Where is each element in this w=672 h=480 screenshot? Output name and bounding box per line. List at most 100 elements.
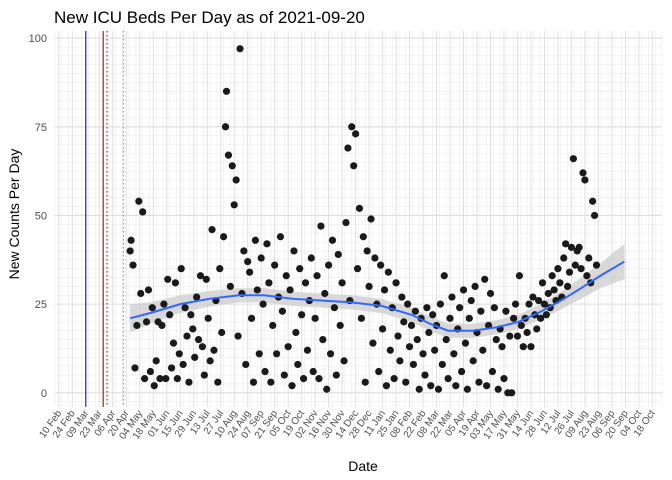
data-point <box>221 123 230 131</box>
data-point <box>251 236 260 244</box>
data-point <box>313 272 321 280</box>
data-point <box>407 321 416 330</box>
data-point <box>402 378 410 386</box>
data-point <box>405 343 414 351</box>
data-point <box>550 286 558 294</box>
data-point <box>278 307 286 315</box>
data-point <box>234 332 242 340</box>
data-point <box>276 233 285 241</box>
data-point <box>459 286 468 294</box>
data-point <box>137 289 145 298</box>
data-point <box>344 144 352 152</box>
data-point <box>581 176 589 184</box>
data-point <box>423 304 431 312</box>
data-point <box>357 314 365 322</box>
data-point <box>419 350 427 358</box>
data-point <box>317 222 325 230</box>
data-point <box>577 265 585 273</box>
data-point <box>440 272 448 280</box>
data-point <box>179 360 187 369</box>
data-point <box>169 339 178 347</box>
data-point <box>232 176 240 184</box>
data-point <box>175 350 183 358</box>
data-point <box>242 360 250 369</box>
data-point <box>488 367 497 376</box>
data-point <box>517 321 525 330</box>
data-point <box>214 378 222 386</box>
trend-band-group <box>130 243 625 338</box>
y-tick-label: 0 <box>41 388 47 400</box>
data-point <box>560 254 568 262</box>
data-point <box>359 233 367 241</box>
data-point <box>315 375 323 383</box>
data-point <box>133 321 141 330</box>
data-point <box>527 343 535 351</box>
data-point <box>413 336 421 344</box>
data-point <box>191 353 199 361</box>
data-point <box>311 314 319 322</box>
data-point <box>377 261 385 269</box>
data-point <box>463 385 471 393</box>
data-point <box>575 243 583 251</box>
data-point <box>126 247 134 255</box>
data-point <box>286 286 294 294</box>
data-point <box>513 332 522 340</box>
data-point <box>332 371 340 379</box>
data-point <box>226 282 234 290</box>
data-point <box>269 321 277 330</box>
data-point <box>204 314 212 322</box>
data-point <box>444 375 452 383</box>
data-point <box>164 275 172 283</box>
data-point <box>378 325 387 333</box>
data-point <box>436 300 444 308</box>
data-point <box>202 275 210 283</box>
data-point <box>544 289 552 298</box>
data-point <box>394 332 402 340</box>
data-point <box>431 346 439 354</box>
data-point <box>263 240 271 248</box>
data-point <box>282 272 290 280</box>
data-point <box>348 123 356 131</box>
data-point <box>404 300 412 308</box>
data-point <box>392 279 400 287</box>
data-point <box>562 240 570 248</box>
data-point <box>177 265 185 273</box>
data-point <box>303 346 312 354</box>
data-point <box>446 314 454 322</box>
data-point <box>298 311 306 319</box>
data-point <box>194 336 203 344</box>
data-point <box>173 375 181 383</box>
data-point <box>583 272 591 280</box>
trend-line <box>129 260 625 332</box>
data-point <box>292 328 300 337</box>
data-point <box>338 279 346 287</box>
data-point <box>249 378 258 386</box>
data-point <box>299 375 308 383</box>
data-point <box>296 265 304 273</box>
data-point <box>500 375 508 383</box>
data-point <box>508 389 516 397</box>
data-point <box>442 336 450 344</box>
data-point <box>450 350 458 358</box>
data-point <box>193 293 201 301</box>
data-point <box>415 385 423 393</box>
data-point <box>265 279 273 287</box>
data-point <box>246 268 254 276</box>
data-point <box>236 45 244 53</box>
data-point <box>247 314 256 322</box>
data-point <box>353 265 362 273</box>
data-point <box>135 197 143 205</box>
data-point <box>342 218 350 227</box>
data-point <box>411 307 419 315</box>
data-point <box>167 364 176 372</box>
data-point <box>475 378 483 386</box>
data-point <box>369 339 377 347</box>
data-point <box>371 254 379 262</box>
y-tick-label: 100 <box>29 33 47 45</box>
data-point <box>181 304 189 312</box>
data-point <box>198 343 207 351</box>
data-point <box>142 318 151 326</box>
data-point <box>396 357 404 365</box>
data-point <box>535 296 543 305</box>
data-point <box>259 300 267 308</box>
